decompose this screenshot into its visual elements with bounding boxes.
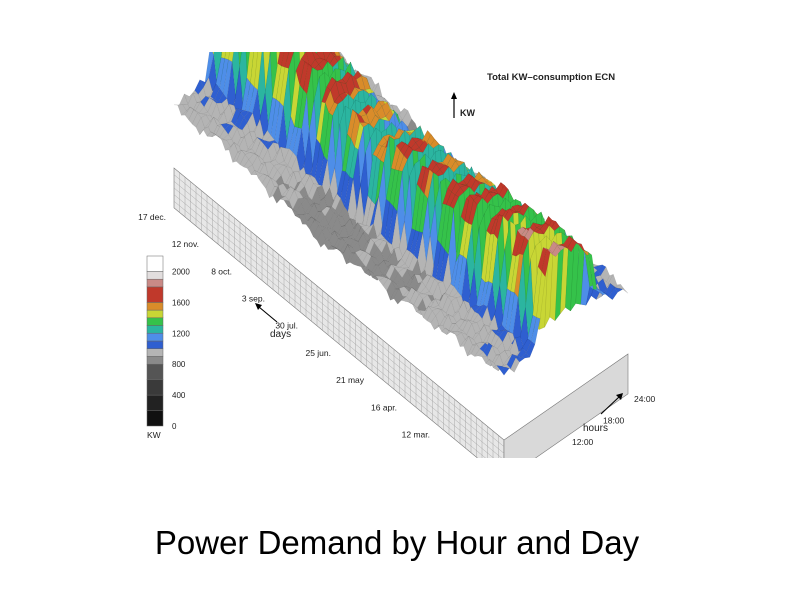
hour-axis-label: hours: [583, 423, 608, 434]
colorbar-band: [146, 379, 164, 396]
colorbar-band: [146, 410, 164, 427]
hour-tick-label: 18:00: [603, 415, 625, 425]
day-tick-label: 12 nov.: [172, 239, 199, 249]
colorbar-band: [146, 394, 164, 411]
colorbar-band: [146, 356, 164, 365]
day-tick-label: 30 jul.: [275, 321, 298, 331]
surface-cell: [597, 264, 607, 276]
day-axis-label: days: [270, 329, 291, 340]
hour-tick-label: 24:00: [634, 394, 656, 404]
colorbar-band: [146, 363, 164, 380]
colorbar-band: [146, 340, 164, 349]
base-grid-line: [173, 201, 486, 458]
z-axis-arrow: [451, 92, 457, 118]
hour-tick-label: 12:00: [572, 437, 594, 447]
surface-chart: Total KW–consumption ECN KW days hours 1…: [127, 52, 663, 458]
colorbar-unit: KW: [147, 430, 161, 440]
surface-cell: [306, 52, 316, 68]
surface-cell: [212, 52, 215, 56]
surface-cell: [246, 52, 254, 83]
colorbar-tick-label: 1200: [172, 329, 190, 338]
surface-cell: [277, 52, 285, 67]
base-grid-line: [173, 181, 505, 454]
day-tick-label: 17 dec.: [138, 212, 166, 222]
colorbar-band: [146, 278, 164, 288]
day-tick-label: 16 apr.: [371, 402, 397, 412]
base-grid-line: [173, 174, 505, 447]
colorbar-band: [146, 255, 164, 272]
chart-title: Total KW–consumption ECN: [487, 72, 615, 83]
surface-base-block: [173, 167, 629, 458]
colorbar-band: [146, 309, 164, 319]
colorbar-band: [146, 348, 164, 357]
day-tick-label: 21 may: [336, 375, 365, 385]
colorbar-band: [146, 271, 164, 280]
surface-cell: [254, 52, 263, 90]
surface-cell: [228, 52, 234, 62]
z-axis-label: KW: [460, 108, 475, 118]
colorbar-tick-label: 0: [172, 422, 177, 431]
colorbar-band: [146, 317, 164, 326]
day-tick-label: 5 feb.: [442, 457, 463, 458]
surface-cell: [221, 52, 226, 59]
colorbar-band: [146, 333, 164, 342]
colorbar-band: [146, 325, 164, 334]
surface-cell: [619, 288, 629, 294]
colorbar-band: [146, 286, 164, 303]
base-grid-line: [173, 194, 494, 458]
surface-cell: [204, 52, 214, 83]
colorbar-tick-label: 400: [172, 391, 186, 400]
surface-cell: [224, 52, 230, 60]
colorbar-legend: 0 400 800 1200 1600 2000: [146, 255, 190, 431]
colorbar-band: [146, 302, 164, 311]
days-arrow: [255, 303, 278, 323]
surface-mesh: [173, 52, 629, 376]
day-tick-label: 12 mar.: [402, 430, 430, 440]
day-tick-label: 3 sep.: [242, 294, 265, 304]
colorbar-tick-label: 1600: [172, 298, 190, 307]
day-tick-label: 25 jun.: [305, 348, 331, 358]
day-tick-label: 8 oct.: [211, 266, 232, 276]
surface-cell: [281, 52, 290, 68]
slide-caption: Power Demand by Hour and Day: [154, 524, 640, 561]
base-side-hours: [503, 353, 629, 458]
hours-arrow: [600, 393, 623, 415]
surface-cell: [323, 52, 331, 62]
colorbar-tick-label: 2000: [172, 268, 190, 277]
base-grid-line: [173, 187, 502, 458]
colorbar-tick-label: 800: [172, 360, 186, 369]
